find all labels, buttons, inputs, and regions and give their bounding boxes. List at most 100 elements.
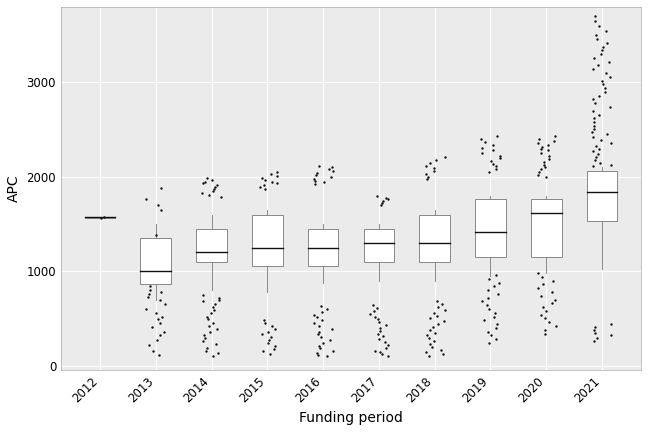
Point <box>483 294 493 301</box>
Point <box>150 232 161 239</box>
Point <box>491 321 502 327</box>
Point <box>272 172 283 179</box>
Point <box>314 328 324 335</box>
Point <box>597 47 607 54</box>
Point <box>154 352 165 359</box>
Point <box>421 171 431 178</box>
Point <box>157 313 167 320</box>
Point <box>422 332 432 339</box>
Point <box>588 107 599 114</box>
Point <box>602 131 612 138</box>
Point <box>540 326 550 333</box>
Point <box>588 54 599 61</box>
Point <box>144 290 154 297</box>
Point <box>535 150 546 157</box>
Point <box>204 323 214 330</box>
Point <box>318 340 329 346</box>
Point <box>433 321 443 327</box>
Point <box>312 314 322 321</box>
Point <box>317 317 327 324</box>
Point <box>309 311 319 318</box>
Point <box>534 168 544 175</box>
Point <box>606 161 616 168</box>
Point <box>326 173 336 180</box>
Point <box>328 168 338 175</box>
Point <box>373 330 384 337</box>
Point <box>596 137 607 143</box>
Point <box>209 306 219 313</box>
Point <box>208 353 218 359</box>
Point <box>156 289 167 295</box>
Bar <box>364 229 394 262</box>
Point <box>428 324 439 330</box>
Point <box>156 185 167 192</box>
Point <box>378 333 388 340</box>
Point <box>156 206 166 213</box>
Point <box>605 104 615 111</box>
Point <box>599 89 610 95</box>
Point <box>375 324 385 331</box>
Bar <box>475 200 506 257</box>
Point <box>314 323 324 330</box>
Point <box>588 125 599 132</box>
Point <box>606 332 616 339</box>
Point <box>319 179 329 186</box>
Point <box>266 171 277 178</box>
Point <box>203 191 214 198</box>
Point <box>325 337 335 343</box>
Point <box>483 168 494 175</box>
Point <box>214 296 224 303</box>
Point <box>432 312 442 319</box>
Point <box>312 170 323 177</box>
Point <box>589 115 599 122</box>
Point <box>214 294 224 301</box>
Bar <box>419 215 450 262</box>
Point <box>588 134 598 141</box>
Point <box>602 39 612 46</box>
Point <box>477 298 487 305</box>
Point <box>206 309 216 316</box>
Point <box>591 32 601 39</box>
Point <box>146 324 157 330</box>
Point <box>541 308 551 314</box>
Point <box>538 304 548 311</box>
Point <box>315 344 325 351</box>
Point <box>141 196 152 203</box>
Point <box>259 320 270 327</box>
Point <box>601 70 611 76</box>
Point <box>606 140 616 146</box>
Point <box>537 273 547 280</box>
Point <box>365 310 376 317</box>
Point <box>207 304 218 311</box>
Point <box>199 332 209 339</box>
Point <box>590 329 601 336</box>
Point <box>327 164 338 171</box>
Point <box>380 339 391 346</box>
Point <box>422 173 433 180</box>
Point <box>429 168 439 175</box>
Point <box>491 272 501 279</box>
Point <box>322 353 332 359</box>
Point <box>266 334 276 341</box>
Point <box>594 111 605 118</box>
Point <box>484 275 494 282</box>
Point <box>597 81 608 88</box>
Point <box>373 319 384 326</box>
Point <box>212 325 222 332</box>
Point <box>159 328 169 335</box>
Point <box>371 305 382 311</box>
Point <box>536 145 546 152</box>
Point <box>594 92 604 99</box>
Point <box>316 334 327 341</box>
Point <box>200 178 211 185</box>
Point <box>209 186 220 193</box>
Point <box>491 336 502 343</box>
Point <box>486 157 496 164</box>
Point <box>309 320 319 327</box>
Point <box>588 122 599 129</box>
Point <box>155 320 165 327</box>
Point <box>494 279 504 286</box>
Point <box>483 328 494 335</box>
Point <box>534 136 544 143</box>
Point <box>492 133 502 140</box>
